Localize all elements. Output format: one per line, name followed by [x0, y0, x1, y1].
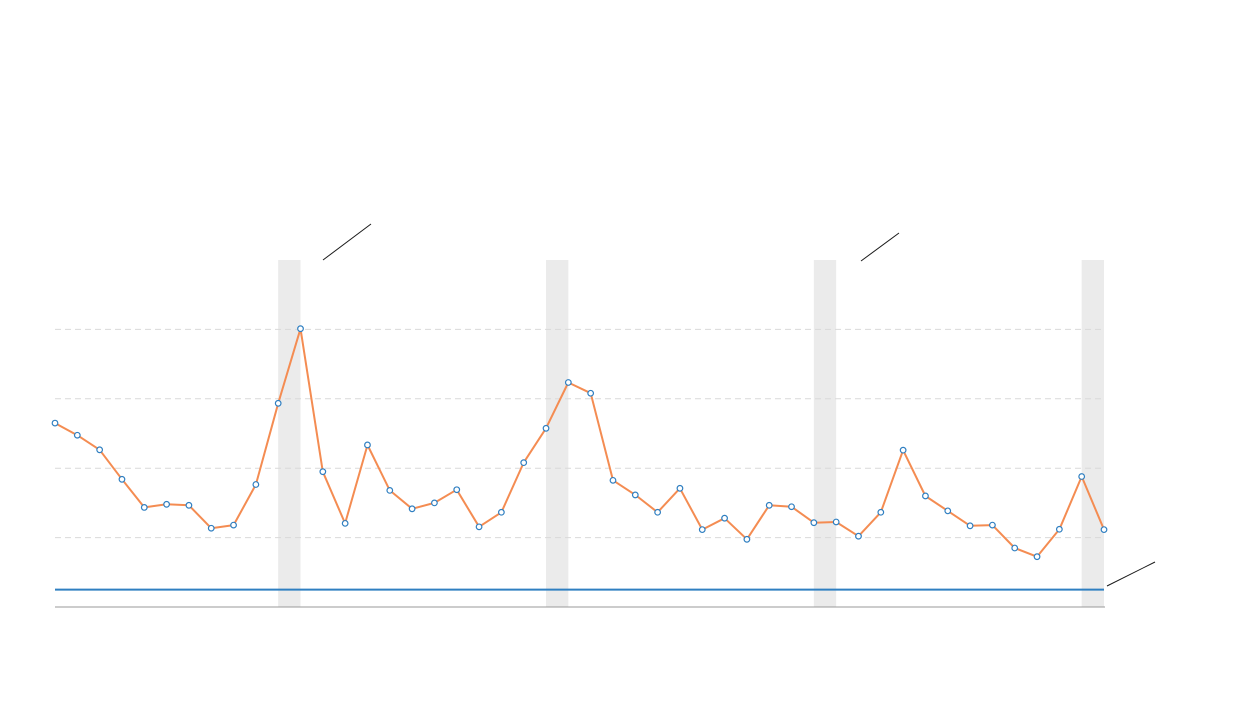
data-point — [453, 486, 461, 494]
data-point — [475, 523, 483, 531]
data-point — [408, 505, 416, 513]
data-point — [721, 514, 728, 522]
data-point — [297, 325, 304, 333]
data-point — [1078, 473, 1086, 480]
data-point — [386, 487, 394, 494]
data-point — [163, 500, 170, 508]
highlight-band-4 — [1081, 260, 1104, 607]
data-point — [118, 475, 126, 483]
highlight-band-1 — [278, 260, 301, 607]
data-point — [1055, 525, 1063, 533]
annotation-leader-2 — [860, 232, 900, 262]
data-point — [319, 468, 327, 476]
data-point — [966, 522, 974, 530]
data-point — [274, 399, 282, 407]
data-point — [698, 526, 706, 534]
annotation-leader-1 — [322, 223, 372, 261]
highlight-bands — [278, 260, 1104, 607]
data-point — [73, 431, 81, 439]
data-point — [140, 504, 148, 511]
data-point — [855, 532, 862, 540]
data-point — [252, 481, 260, 488]
data-point — [899, 446, 907, 454]
data-point — [676, 484, 684, 492]
data-point — [230, 521, 237, 529]
data-point — [51, 419, 59, 427]
data-point — [609, 476, 617, 484]
data-point — [542, 424, 550, 432]
data-point — [431, 499, 438, 507]
data-point — [96, 446, 104, 454]
highlight-band-2 — [546, 260, 569, 607]
data-point — [364, 441, 371, 449]
data-point — [922, 492, 929, 500]
highlight-band-3 — [813, 260, 837, 607]
data-point — [743, 535, 751, 543]
data-point — [832, 518, 840, 526]
data-point — [185, 501, 193, 509]
series-line-1 — [54, 327, 1105, 558]
data-point — [497, 508, 505, 516]
data-point — [587, 389, 595, 397]
data-point — [810, 519, 818, 527]
data-point — [520, 459, 528, 467]
data-point — [341, 519, 349, 527]
data-point — [765, 501, 773, 509]
annotation-leader-3 — [1106, 561, 1156, 587]
series-lines — [54, 327, 1105, 558]
data-point — [1100, 526, 1108, 534]
data-point — [989, 521, 996, 529]
data-point — [654, 508, 662, 516]
data-point — [944, 507, 952, 515]
data-point — [1033, 553, 1041, 561]
data-point — [877, 508, 885, 516]
data-point — [1011, 544, 1019, 552]
data-point — [788, 503, 795, 511]
data-point — [631, 491, 639, 499]
data-point — [564, 379, 572, 386]
annotation-leaders — [322, 223, 1156, 587]
data-point — [207, 524, 215, 532]
grid-lines — [55, 328, 1104, 539]
series-points — [51, 325, 1108, 561]
